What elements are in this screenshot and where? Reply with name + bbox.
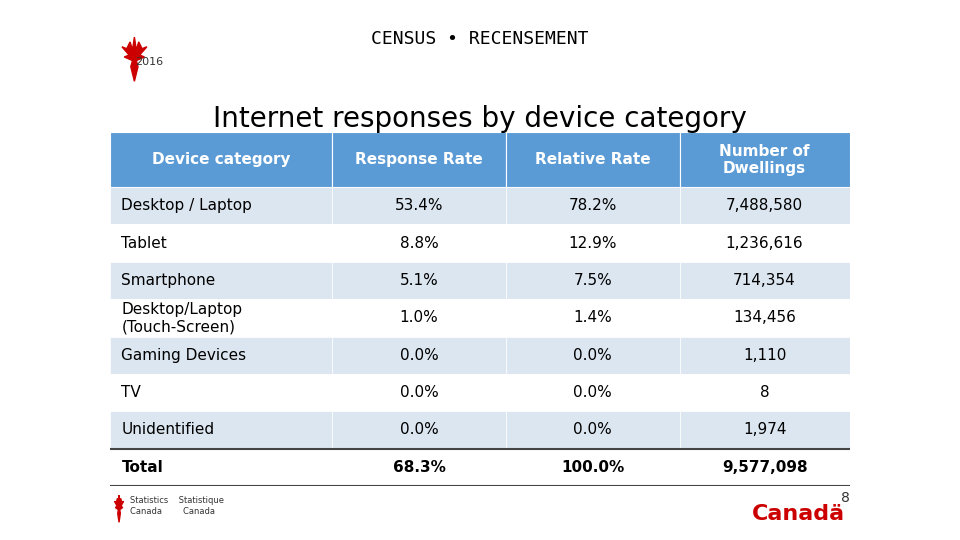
FancyBboxPatch shape — [680, 187, 850, 225]
Text: 1.4%: 1.4% — [573, 310, 612, 326]
Text: Smartphone: Smartphone — [122, 273, 216, 288]
FancyBboxPatch shape — [506, 374, 680, 411]
FancyBboxPatch shape — [680, 411, 850, 449]
Text: 12.9%: 12.9% — [568, 235, 617, 251]
Text: 0.0%: 0.0% — [573, 422, 612, 437]
FancyBboxPatch shape — [506, 225, 680, 262]
FancyBboxPatch shape — [332, 411, 506, 449]
FancyBboxPatch shape — [332, 336, 506, 374]
Text: Canadä: Canadä — [752, 504, 845, 524]
FancyBboxPatch shape — [110, 449, 332, 486]
FancyBboxPatch shape — [110, 336, 332, 374]
Text: 53.4%: 53.4% — [395, 198, 444, 213]
Text: 1,974: 1,974 — [743, 422, 786, 437]
FancyBboxPatch shape — [110, 374, 332, 411]
Text: TV: TV — [122, 385, 141, 400]
FancyBboxPatch shape — [332, 132, 506, 187]
FancyBboxPatch shape — [680, 374, 850, 411]
Polygon shape — [122, 37, 147, 81]
FancyBboxPatch shape — [680, 225, 850, 262]
FancyBboxPatch shape — [680, 132, 850, 187]
Text: 68.3%: 68.3% — [393, 460, 445, 475]
Text: 5.1%: 5.1% — [399, 273, 439, 288]
Text: 1,110: 1,110 — [743, 348, 786, 363]
Text: Device category: Device category — [152, 152, 291, 167]
FancyBboxPatch shape — [110, 132, 332, 187]
FancyBboxPatch shape — [506, 187, 680, 225]
FancyBboxPatch shape — [680, 336, 850, 374]
Text: Relative Rate: Relative Rate — [535, 152, 651, 167]
Text: 0.0%: 0.0% — [573, 385, 612, 400]
Polygon shape — [114, 495, 124, 522]
FancyBboxPatch shape — [332, 262, 506, 299]
Text: 0.0%: 0.0% — [399, 385, 439, 400]
Text: Desktop/Laptop
(Touch-Screen): Desktop/Laptop (Touch-Screen) — [122, 302, 243, 334]
FancyBboxPatch shape — [506, 262, 680, 299]
FancyBboxPatch shape — [506, 132, 680, 187]
Text: 78.2%: 78.2% — [568, 198, 617, 213]
FancyBboxPatch shape — [110, 187, 332, 225]
FancyBboxPatch shape — [506, 336, 680, 374]
Text: 7.5%: 7.5% — [573, 273, 612, 288]
Text: 8: 8 — [841, 491, 850, 505]
Text: 0.0%: 0.0% — [573, 348, 612, 363]
Text: Desktop / Laptop: Desktop / Laptop — [122, 198, 252, 213]
Text: Tablet: Tablet — [122, 235, 167, 251]
FancyBboxPatch shape — [332, 187, 506, 225]
Text: 1,236,616: 1,236,616 — [726, 235, 804, 251]
Text: Number of
Dwellings: Number of Dwellings — [719, 144, 810, 176]
FancyBboxPatch shape — [332, 299, 506, 336]
FancyBboxPatch shape — [506, 449, 680, 486]
FancyBboxPatch shape — [110, 299, 332, 336]
Text: Internet responses by device category: Internet responses by device category — [213, 105, 747, 133]
Text: 2016: 2016 — [134, 57, 163, 67]
Text: 8: 8 — [759, 385, 769, 400]
FancyBboxPatch shape — [680, 299, 850, 336]
FancyBboxPatch shape — [110, 262, 332, 299]
FancyBboxPatch shape — [110, 411, 332, 449]
Text: Unidentified: Unidentified — [122, 422, 215, 437]
FancyBboxPatch shape — [332, 374, 506, 411]
Text: 0.0%: 0.0% — [399, 348, 439, 363]
Text: 0.0%: 0.0% — [399, 422, 439, 437]
FancyBboxPatch shape — [506, 411, 680, 449]
Text: 9,577,098: 9,577,098 — [722, 460, 807, 475]
Text: 8.8%: 8.8% — [399, 235, 439, 251]
FancyBboxPatch shape — [332, 449, 506, 486]
FancyBboxPatch shape — [110, 225, 332, 262]
Text: 714,354: 714,354 — [733, 273, 796, 288]
FancyBboxPatch shape — [680, 262, 850, 299]
FancyBboxPatch shape — [680, 449, 850, 486]
Text: Total: Total — [122, 460, 163, 475]
Text: 1.0%: 1.0% — [399, 310, 439, 326]
Text: 100.0%: 100.0% — [561, 460, 624, 475]
FancyBboxPatch shape — [506, 299, 680, 336]
Text: Response Rate: Response Rate — [355, 152, 483, 167]
Text: 134,456: 134,456 — [733, 310, 796, 326]
Text: Gaming Devices: Gaming Devices — [122, 348, 247, 363]
Text: CENSUS • RECENSEMENT: CENSUS • RECENSEMENT — [372, 30, 588, 48]
Text: 7,488,580: 7,488,580 — [726, 198, 804, 213]
Text: Statistics    Statistique
Canada        Canada: Statistics Statistique Canada Canada — [130, 496, 224, 516]
FancyBboxPatch shape — [332, 225, 506, 262]
